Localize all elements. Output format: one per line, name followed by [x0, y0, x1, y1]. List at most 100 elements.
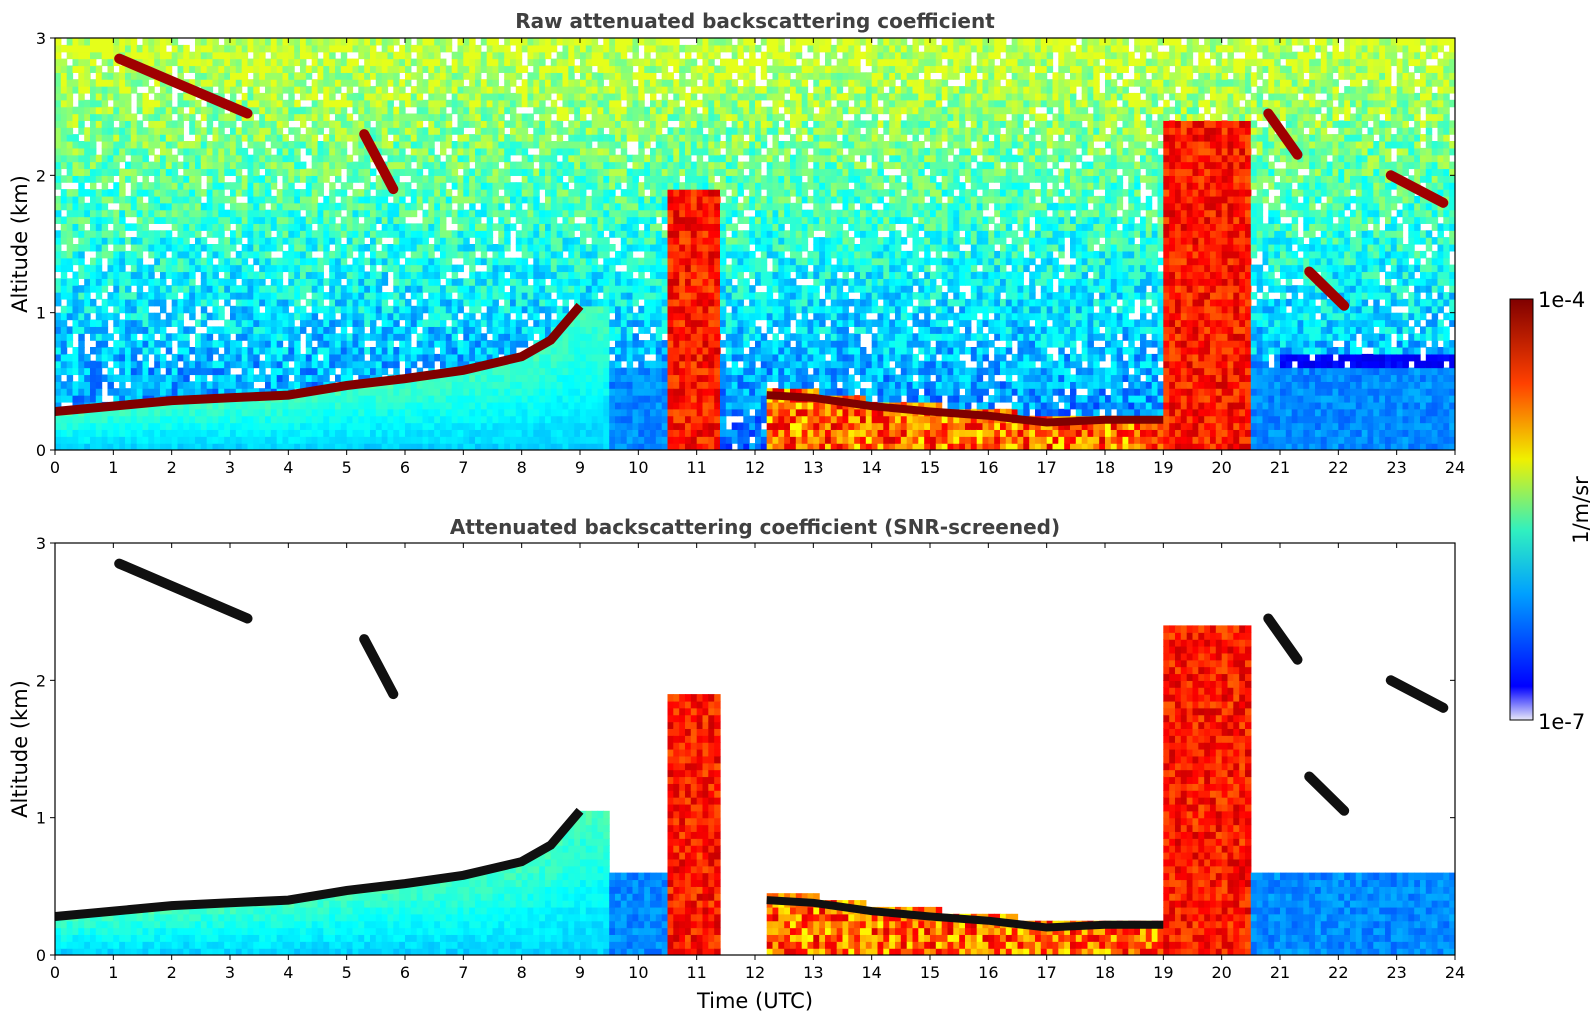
- heatmap-cell: [218, 443, 225, 450]
- heatmap-cell: [189, 381, 196, 389]
- heatmap-cell: [521, 326, 529, 334]
- heatmap-cell: [270, 154, 278, 163]
- heatmap-cell: [346, 195, 354, 204]
- heatmap-cell: [95, 92, 103, 101]
- heatmap-cell: [393, 147, 400, 156]
- heatmap-cell: [545, 388, 552, 396]
- heatmap-cell: [113, 161, 120, 170]
- heatmap-cell: [259, 147, 266, 156]
- heatmap-cell: [574, 381, 581, 389]
- heatmap-cell: [311, 292, 319, 300]
- heatmap-cell: [189, 65, 196, 73]
- heatmap-cell: [90, 175, 97, 183]
- heatmap-cell: [492, 44, 499, 53]
- heatmap-cell: [101, 51, 109, 60]
- heatmap-cell: [580, 388, 587, 396]
- heatmap-cell: [72, 285, 79, 293]
- heatmap-cell: [206, 264, 214, 273]
- heatmap-cell: [521, 408, 529, 417]
- heatmap-cell: [352, 99, 359, 108]
- heatmap-cell: [375, 175, 383, 183]
- heatmap-cell: [574, 312, 581, 321]
- heatmap-cell: [533, 189, 540, 197]
- heatmap-cell: [463, 161, 470, 170]
- heatmap-cell: [393, 65, 400, 73]
- heatmap-cell: [218, 292, 225, 300]
- heatmap-cell: [265, 86, 272, 94]
- heatmap-cell: [72, 326, 79, 334]
- heatmap-cell: [323, 326, 330, 334]
- heatmap-cell: [218, 44, 225, 53]
- heatmap-cell: [218, 264, 225, 273]
- heatmap-cell: [387, 223, 394, 231]
- heatmap-cell: [515, 388, 523, 396]
- heatmap-cell: [335, 408, 342, 417]
- heatmap-cell: [475, 120, 482, 128]
- heatmap-cell: [119, 195, 126, 204]
- heatmap-cell: [224, 271, 231, 279]
- heatmap-cell: [317, 202, 324, 211]
- heatmap-cell: [259, 182, 266, 190]
- heatmap-cell: [475, 436, 482, 444]
- heatmap-cell: [160, 237, 167, 245]
- heatmap-cell: [78, 99, 85, 108]
- heatmap-cell: [335, 202, 342, 211]
- heatmap-cell: [212, 292, 219, 300]
- heatmap-cell: [113, 312, 120, 321]
- heatmap-cell: [189, 388, 196, 396]
- heatmap-cell: [352, 141, 359, 149]
- heatmap-cell: [451, 195, 459, 204]
- heatmap-cell: [346, 127, 354, 135]
- heatmap-cell: [311, 65, 319, 73]
- heatmap-cell: [556, 72, 564, 80]
- heatmap-cell: [212, 223, 219, 231]
- heatmap-cell: [119, 154, 126, 163]
- heatmap-cell: [480, 120, 488, 128]
- heatmap-cell: [317, 147, 324, 156]
- heatmap-cell: [352, 161, 359, 170]
- heatmap-cell: [177, 106, 184, 115]
- heatmap-cell: [212, 381, 219, 389]
- heatmap-cell: [206, 401, 214, 410]
- heatmap-cell: [136, 161, 144, 170]
- heatmap-cell: [440, 285, 447, 293]
- heatmap-cell: [265, 408, 272, 417]
- heatmap-cell: [504, 99, 511, 108]
- heatmap-cell: [218, 312, 225, 321]
- heatmap-cell: [125, 271, 132, 279]
- heatmap-cell: [288, 408, 295, 417]
- heatmap-cell: [480, 51, 488, 60]
- heatmap-cell: [72, 244, 79, 252]
- heatmap-cell: [580, 250, 587, 259]
- heatmap-cell: [451, 99, 459, 108]
- heatmap-cell: [410, 264, 418, 273]
- heatmap-cell: [206, 202, 214, 211]
- heatmap-cell: [527, 360, 534, 369]
- heatmap-cell: [340, 395, 348, 403]
- heatmap-cell: [224, 134, 231, 142]
- heatmap-cell: [399, 285, 406, 293]
- heatmap-cell: [119, 333, 126, 341]
- heatmap-cell: [247, 347, 254, 355]
- heatmap-cell: [212, 147, 219, 156]
- heatmap-cell: [329, 285, 336, 293]
- heatmap-cell: [346, 436, 354, 444]
- heatmap-cell: [189, 422, 196, 430]
- heatmap-cell: [78, 223, 85, 231]
- heatmap-cell: [276, 209, 284, 218]
- heatmap-cell: [311, 381, 319, 389]
- heatmap-cell: [591, 278, 599, 286]
- heatmap-cell: [591, 388, 599, 396]
- heatmap-cell: [171, 51, 179, 60]
- heatmap-cell: [399, 250, 406, 259]
- heatmap-cell: [78, 113, 85, 121]
- heatmap-cell: [428, 401, 435, 410]
- heatmap-cell: [113, 264, 120, 273]
- heatmap-cell: [113, 305, 120, 314]
- heatmap-cell: [218, 79, 225, 87]
- heatmap-cell: [416, 72, 424, 80]
- heatmap-cell: [550, 237, 558, 245]
- heatmap-cell: [405, 408, 412, 417]
- heatmap-cell: [568, 353, 575, 362]
- heatmap-cell: [72, 312, 79, 321]
